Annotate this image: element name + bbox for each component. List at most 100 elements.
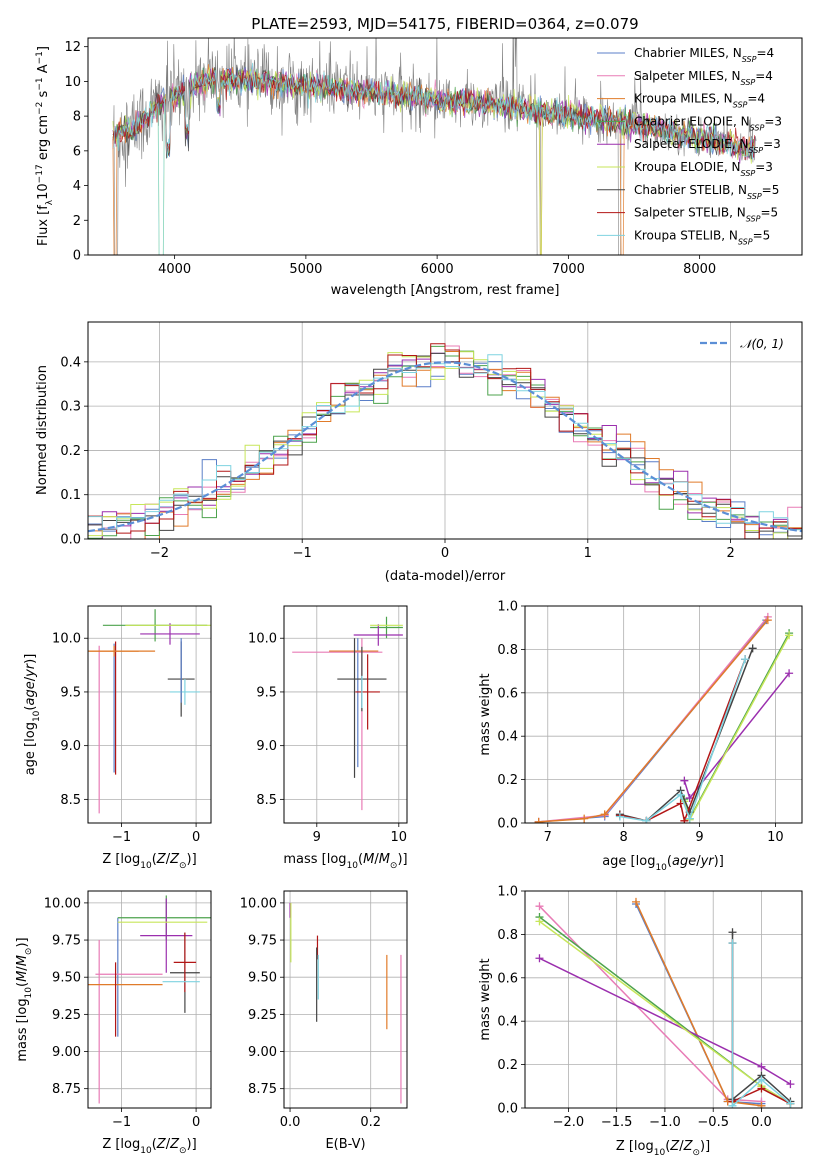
legend-label: Salpeter ELODIE, NSSP=3 <box>634 137 781 155</box>
plot-area <box>88 609 211 814</box>
y-tick-label: 2 <box>73 214 81 229</box>
x-tick-label: 0.0 <box>751 1115 772 1130</box>
histogram-step-8 <box>88 354 802 531</box>
y-tick-label: 9.50 <box>52 971 81 986</box>
y-tick-label: 0.4 <box>497 730 518 745</box>
panel-mass_vs_Z: −1 0 8.75 9.00 9.25 9.50 9.75 10.00 <box>44 890 212 1130</box>
legend-label: Chabrier STELIB, NSSP=5 <box>634 183 779 201</box>
plot-area <box>292 616 403 811</box>
x-tick-label: −1 <box>293 546 312 561</box>
legend-label: Chabrier MILES, NSSP=4 <box>634 46 774 64</box>
weight-marker <box>728 1101 737 1108</box>
x-axis-label: Z [log10(Z/Z⊙)] <box>616 1139 710 1158</box>
panel-mass_vs_ebv: 0.0 0.2 8.75 9.00 9.25 9.50 9.75 10.00 <box>240 890 408 1130</box>
weight-marker <box>680 816 689 823</box>
y-tick-label: 9.5 <box>60 685 81 700</box>
weight-marker <box>785 631 794 640</box>
y-tick-label: 8.5 <box>60 793 81 808</box>
weight-marker <box>748 644 757 653</box>
y-axis-label: age [log10(age/yr)] <box>23 654 42 776</box>
y-axis-label: mass weight <box>478 958 493 1040</box>
x-tick-label: −1 <box>112 1115 131 1130</box>
legend-label: Salpeter STELIB, NSSP=5 <box>634 206 778 224</box>
x-tick-label: 0 <box>192 830 200 845</box>
weight-marker <box>685 814 694 823</box>
x-tick-label: 8000 <box>683 262 716 277</box>
weight-marker <box>728 939 737 948</box>
x-tick-label: 9 <box>695 830 703 845</box>
weight-marker <box>757 1084 766 1093</box>
weight-marker <box>741 655 750 664</box>
x-tick-label: 10 <box>767 830 784 845</box>
x-tick-label: 1 <box>584 546 592 561</box>
weight-marker <box>676 790 685 799</box>
y-tick-label: 9.0 <box>256 739 277 754</box>
figure-title: PLATE=2593, MJD=54175, FIBERID=0364, z=0… <box>251 15 638 33</box>
legend: Chabrier MILES, NSSP=4 Salpeter MILES, NS… <box>597 46 782 246</box>
x-tick-label: 10 <box>391 830 408 845</box>
panel-massweight_vs_age: 7 8 9 10 0.0 0.2 0.4 0.6 0.8 1.0 <box>497 600 803 845</box>
y-tick-label: 8.75 <box>52 1082 81 1097</box>
plot-area <box>534 612 794 823</box>
weight-line-1 <box>538 616 769 823</box>
panel-spectrum: 4000 5000 6000 7000 8000 0 2 4 6 8 10 12 Chabrier MI… <box>64 37 803 277</box>
x-tick-label: 4000 <box>158 262 191 277</box>
y-tick-label: 9.0 <box>60 739 81 754</box>
x-tick-label: −2.0 <box>553 1115 585 1130</box>
y-tick-label: 0.2 <box>497 1058 518 1073</box>
panel-hist: −2 −1 0 1 2 0.0 0.1 0.2 0.3 0.4 𝒩(0, 1) <box>60 321 803 561</box>
x-axis-label: mass [log10(M/M⊙)] <box>283 852 407 871</box>
x-axis-label: wavelength [Angstrom, rest frame] <box>331 283 560 298</box>
x-tick-label: −1.0 <box>649 1115 681 1130</box>
y-tick-label: 9.25 <box>52 1008 81 1023</box>
weight-marker <box>580 814 589 823</box>
axes-frame <box>87 890 212 1109</box>
y-tick-label: 0.8 <box>497 928 518 943</box>
x-tick-label: 9 <box>313 830 321 845</box>
y-tick-label: 10.00 <box>240 896 277 911</box>
x-tick-label: 0 <box>441 546 449 561</box>
y-tick-label: 9.75 <box>52 934 81 949</box>
y-axis-label: mass weight <box>478 673 493 755</box>
weight-marker <box>615 812 624 821</box>
y-tick-label: 0.2 <box>497 773 518 788</box>
axes-frame <box>87 321 803 540</box>
x-axis-label: E(B-V) <box>325 1137 365 1152</box>
y-tick-label: 0.2 <box>60 444 81 459</box>
weight-marker <box>631 897 640 906</box>
y-tick-label: 0.4 <box>497 1015 518 1030</box>
y-tick-label: 10.00 <box>44 896 81 911</box>
normal-curve <box>88 361 802 533</box>
legend-label: Kroupa STELIB, NSSP=5 <box>634 228 770 246</box>
axes-frame <box>87 605 212 824</box>
weight-marker <box>535 954 544 963</box>
x-axis-label: Z [log10(Z/Z⊙)] <box>102 852 196 871</box>
weight-marker <box>535 917 544 926</box>
axes-frame <box>524 605 803 824</box>
x-tick-label: 0 <box>192 1115 200 1130</box>
x-axis-label: (data-model)/error <box>385 569 506 584</box>
x-tick-label: 2 <box>726 546 734 561</box>
x-tick-label: 7 <box>544 830 552 845</box>
y-tick-label: 4 <box>73 179 81 194</box>
weight-marker <box>600 810 609 819</box>
legend-label: Chabrier ELODIE, NSSP=3 <box>634 114 782 131</box>
weight-line-2 <box>635 901 762 1107</box>
weight-marker <box>534 817 543 823</box>
weight-marker <box>757 1075 766 1084</box>
y-tick-label: 0.3 <box>60 400 81 415</box>
weight-marker <box>535 902 544 911</box>
x-tick-label: −1 <box>112 830 131 845</box>
x-tick-label: 0.0 <box>280 1115 301 1130</box>
axes-frame <box>283 605 408 824</box>
y-tick-label: 8.5 <box>256 793 277 808</box>
weight-marker <box>786 1099 795 1108</box>
weight-marker <box>785 669 794 678</box>
weight-marker <box>642 816 651 823</box>
x-tick-label: −0.5 <box>697 1115 729 1130</box>
panel-massweight_vs_Z: −2.0 −1.5 −1.0 −0.5 0.0 0.0 0.2 0.4 0.6 0.8 1.0 <box>497 885 803 1130</box>
y-tick-label: 8.75 <box>248 1082 277 1097</box>
x-tick-label: 6000 <box>421 262 454 277</box>
weight-marker <box>680 776 689 785</box>
x-axis-label: age [log10(age/yr)] <box>602 854 724 873</box>
